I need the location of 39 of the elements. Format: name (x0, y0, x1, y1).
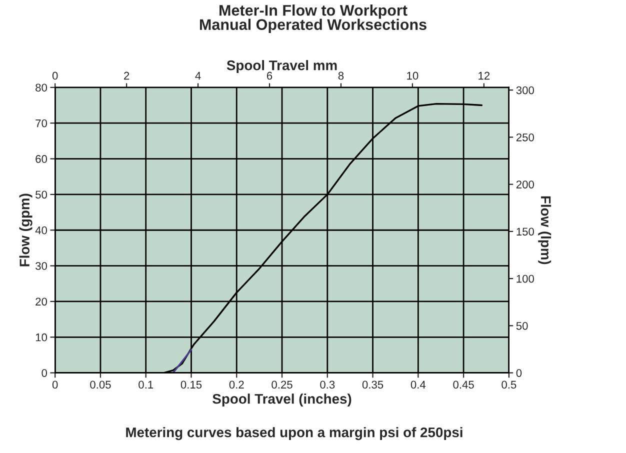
x-tick-label: 0.05 (90, 380, 111, 389)
y-tick-label: 10 (36, 333, 48, 342)
x-tick-label: 0.1 (138, 380, 154, 389)
y-tick-label: 80 (36, 84, 48, 92)
y2-tick-label: 50 (516, 322, 528, 330)
x2-tick-label: 0 (52, 72, 58, 80)
x-tick-label: 0.4 (410, 380, 426, 389)
chart-title: Meter-In Flow to Workport Manual Operated Worksections (200, 4, 426, 34)
x2-tick-label: 6 (266, 72, 272, 80)
y2-tick-label: 150 (516, 228, 534, 236)
x-tick-label: 0.45 (453, 380, 474, 389)
x-axis-title: Spool Travel (inches) (212, 394, 352, 407)
x-tick-label: 0.15 (180, 380, 202, 389)
x2-tick-label: 12 (478, 72, 490, 80)
x-tick-label: 0.3 (320, 380, 335, 389)
x-tick-label: 0.25 (272, 380, 292, 389)
y2-tick-label: 100 (516, 274, 534, 283)
x-tick-label: 0.5 (502, 380, 516, 389)
y-tick-label: 20 (36, 298, 48, 306)
y2-tick-label: 0 (516, 369, 522, 377)
x2-tick-label: 10 (407, 72, 418, 80)
y2-tick-label: 200 (516, 180, 534, 188)
y-tick-label: 60 (36, 155, 48, 163)
y2-axis-title: Flow (lpm) (538, 196, 552, 264)
y-tick-label: 50 (36, 190, 48, 199)
x2-tick-label: 8 (338, 72, 344, 80)
x2-tick-label: 4 (195, 72, 201, 80)
text: Metering curves based upon a margin psi of 250psi (126, 427, 462, 440)
y2-tick-label: 250 (516, 133, 534, 142)
x-tick-label: 0 (52, 380, 58, 389)
x-tick-label: 0.35 (362, 380, 384, 389)
y-axis-title: Flow (gpm) (19, 194, 32, 266)
y-tick-label: 70 (36, 119, 48, 128)
x2-tick-label: 2 (124, 72, 130, 80)
y-tick-label: 40 (35, 226, 48, 234)
y2-tick-label: 300 (516, 86, 534, 94)
y-tick-label: 0 (42, 369, 48, 377)
x-tick-label: 0.2 (229, 380, 244, 389)
y-tick-label: 30 (36, 262, 48, 270)
